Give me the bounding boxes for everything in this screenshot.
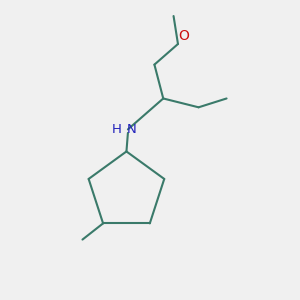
Text: N: N [126, 123, 136, 136]
Text: O: O [178, 29, 189, 44]
Text: H: H [112, 123, 122, 136]
